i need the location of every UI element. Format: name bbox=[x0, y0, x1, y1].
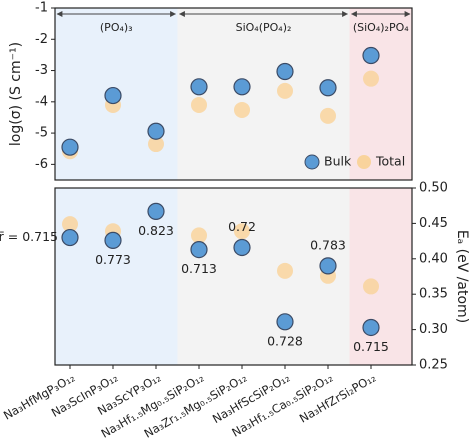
y-tick-label: 0.25 bbox=[419, 358, 448, 373]
bulk-point bbox=[104, 86, 122, 105]
bulk-point bbox=[233, 78, 251, 96]
legend-label: Bulk bbox=[324, 154, 352, 169]
y-tick-label: -3 bbox=[35, 63, 48, 78]
y-tick-label: -1 bbox=[35, 1, 48, 16]
total-point bbox=[148, 136, 164, 153]
total-point bbox=[234, 101, 250, 118]
y-tick-label: 0.50 bbox=[419, 181, 448, 196]
bulk-point bbox=[276, 313, 294, 331]
y-tick-label: 0.35 bbox=[419, 287, 448, 302]
x-tick-label: Na₃HfMgP₃O₁₂ bbox=[1, 371, 77, 423]
legend-label: Total bbox=[375, 154, 405, 169]
bulk-point bbox=[61, 138, 79, 156]
y-tick-label: 0.40 bbox=[419, 251, 448, 266]
annotation: 0.823 bbox=[138, 223, 174, 238]
y-tick-label: -6 bbox=[35, 157, 48, 172]
total-point bbox=[277, 82, 293, 99]
bulk-point bbox=[276, 62, 294, 81]
bulk-point bbox=[147, 122, 165, 140]
legend-marker bbox=[357, 155, 371, 169]
total-point bbox=[62, 216, 78, 233]
total-point bbox=[191, 96, 207, 113]
annotation: r̄ = 0.715 bbox=[0, 229, 58, 244]
total-point bbox=[363, 70, 379, 87]
axes-frame bbox=[54, 7, 413, 181]
bulk-point bbox=[362, 46, 380, 65]
annotation: 0.715 bbox=[353, 339, 389, 354]
annotation: 0.728 bbox=[267, 333, 303, 348]
y-tick-label: -5 bbox=[35, 126, 48, 141]
total-point bbox=[363, 278, 379, 295]
bulk-point bbox=[147, 202, 165, 220]
bulk-point bbox=[362, 318, 380, 337]
total-point bbox=[191, 227, 207, 244]
annotation: 0.783 bbox=[310, 237, 346, 252]
bulk-point bbox=[319, 257, 337, 275]
y-tick-label: -2 bbox=[35, 32, 48, 47]
region-label: SiO₄(PO₄)₂ bbox=[236, 21, 292, 34]
bulk-point bbox=[104, 231, 122, 249]
y-axis-label: Eₐ (eV /atom) bbox=[454, 230, 470, 323]
bulk-point bbox=[190, 78, 208, 96]
bulk-point bbox=[233, 238, 251, 257]
total-point bbox=[277, 262, 293, 279]
y-tick-label: 0.45 bbox=[419, 216, 448, 231]
annotation: 0.773 bbox=[95, 252, 131, 267]
annotation: 0.72 bbox=[228, 219, 256, 234]
bulk-point bbox=[61, 228, 79, 247]
y-tick-label: 0.30 bbox=[419, 322, 448, 337]
region-label: (PO₄)₃ bbox=[100, 21, 133, 34]
y-axis-label: log(σ) (S cm⁻¹) bbox=[8, 42, 24, 146]
annotation: 0.713 bbox=[181, 261, 217, 276]
bulk-point bbox=[319, 79, 337, 97]
bulk-point bbox=[190, 240, 208, 259]
region-label: (SiO₄)₂PO₄ bbox=[353, 21, 409, 34]
axes-frame bbox=[54, 187, 413, 366]
y-tick-label: -4 bbox=[35, 94, 48, 109]
region-bg bbox=[177, 8, 350, 180]
legend-marker bbox=[304, 154, 320, 170]
x-tick-label: Na₃HfZrSi₂PO₁₂ bbox=[297, 371, 378, 426]
region-bg bbox=[349, 8, 412, 180]
region-bg bbox=[349, 188, 412, 365]
total-point bbox=[320, 107, 336, 124]
total-point bbox=[234, 223, 250, 240]
